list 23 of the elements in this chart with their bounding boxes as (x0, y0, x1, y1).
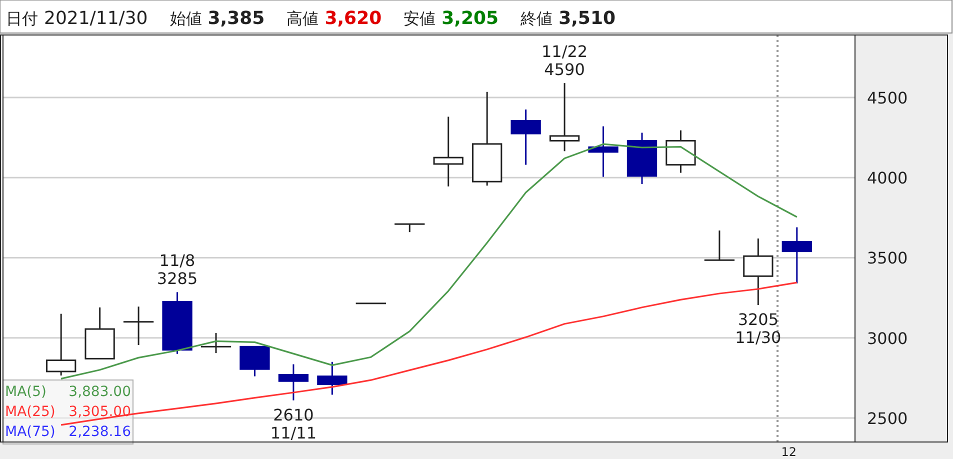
candlestick (123, 306, 154, 346)
x-tick-label: 12 (781, 445, 797, 459)
candlestick (200, 332, 232, 354)
y-tick-label: 4000 (867, 168, 908, 188)
annotation: 2,238.16 (68, 424, 132, 440)
header: 日付 2021/11/30 始値 3,385 高値 3,620 安値 3,205 終値 3,510 (6, 8, 616, 29)
y-tick-label: 3500 (867, 248, 908, 268)
annotation: 2610 11/11 (270, 405, 317, 442)
candlestick (549, 82, 580, 152)
series-label: MA(5) (5, 384, 46, 400)
annotation: 3,883.00 (68, 384, 131, 400)
annotation: 11/22 4590 (541, 42, 588, 80)
y-tick-label: 2500 (867, 408, 908, 428)
annotation: 11/8 3285 (156, 251, 198, 288)
annotation: 3,305.00 (68, 404, 131, 420)
y-tick-label: 4500 (867, 88, 908, 108)
candlestick (704, 230, 735, 261)
candlestick (433, 116, 464, 188)
series-label: MA(25) (5, 404, 56, 420)
legend-label: MA(75) (5, 424, 56, 440)
line-series (60, 143, 798, 380)
annotation: 3205 11/30 (735, 310, 782, 347)
y-tick-label: 3000 (867, 328, 908, 348)
